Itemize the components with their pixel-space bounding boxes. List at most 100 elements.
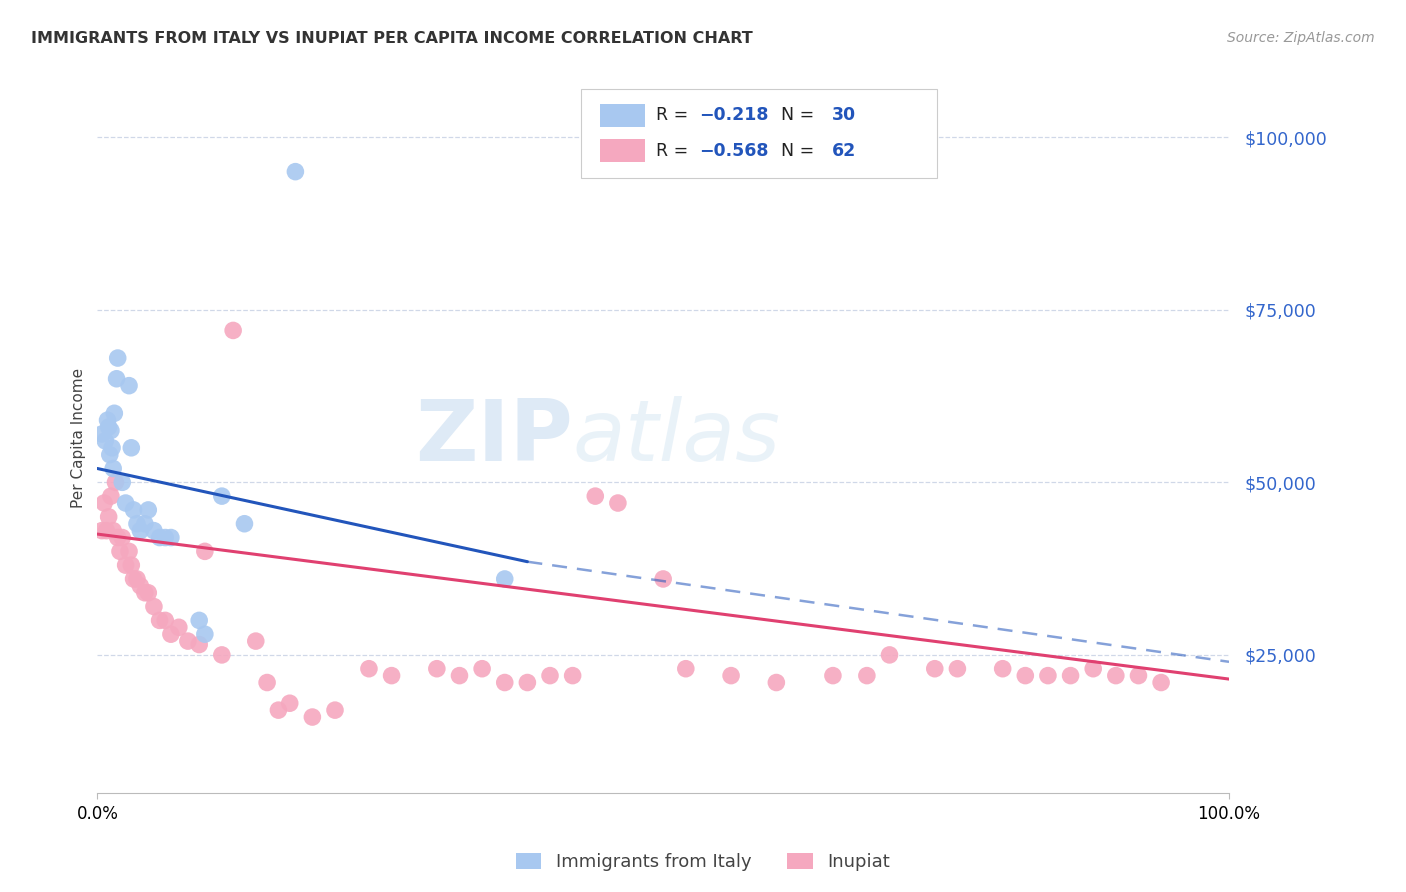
Point [107, 531, 129, 545]
Point [211, 648, 233, 662]
Text: atlas: atlas [572, 396, 780, 479]
Text: −0.218: −0.218 [699, 106, 769, 124]
Point [652, 572, 675, 586]
Point [104, 475, 127, 490]
Text: R =: R = [657, 142, 695, 160]
Point [606, 496, 628, 510]
Y-axis label: Per Capita Income: Per Capita Income [72, 368, 86, 508]
Point [107, 351, 129, 365]
Point [924, 662, 946, 676]
Point [471, 662, 494, 676]
Point [1105, 668, 1128, 682]
Point [449, 668, 471, 682]
Point [284, 164, 307, 178]
Point [149, 531, 172, 545]
Point [494, 572, 516, 586]
Point [111, 475, 134, 490]
Point [114, 496, 136, 510]
Point [516, 675, 538, 690]
Point [93, 496, 115, 510]
Point [301, 710, 323, 724]
Point [188, 638, 211, 652]
Point [1059, 668, 1081, 682]
Point [946, 662, 969, 676]
Point [155, 614, 177, 628]
Point [879, 648, 901, 662]
Point [122, 503, 145, 517]
Point [96, 524, 118, 538]
Point [381, 668, 404, 682]
Point [90, 427, 112, 442]
Point [1083, 662, 1105, 676]
Point [118, 544, 141, 558]
Point [105, 372, 128, 386]
Point [136, 503, 159, 517]
Point [821, 668, 844, 682]
Point [142, 524, 165, 538]
Legend: Immigrants from Italy, Inupiat: Immigrants from Italy, Inupiat [509, 846, 897, 879]
Point [720, 668, 742, 682]
FancyBboxPatch shape [600, 104, 645, 127]
Point [100, 489, 122, 503]
Point [233, 516, 256, 531]
Point [155, 531, 177, 545]
FancyBboxPatch shape [600, 139, 645, 162]
Point [323, 703, 346, 717]
Point [561, 668, 583, 682]
Text: N =: N = [769, 106, 820, 124]
Point [134, 586, 156, 600]
Point [194, 544, 217, 558]
Point [278, 696, 301, 710]
Point [211, 489, 233, 503]
Point [149, 614, 172, 628]
Point [222, 323, 245, 337]
Point [160, 531, 183, 545]
Point [1150, 675, 1173, 690]
Point [1036, 668, 1059, 682]
Point [194, 627, 217, 641]
Point [97, 420, 120, 434]
Point [494, 675, 516, 690]
Point [1014, 668, 1036, 682]
Point [122, 572, 145, 586]
Text: IMMIGRANTS FROM ITALY VS INUPIAT PER CAPITA INCOME CORRELATION CHART: IMMIGRANTS FROM ITALY VS INUPIAT PER CAP… [31, 31, 752, 46]
Point [120, 441, 142, 455]
Point [256, 675, 278, 690]
Point [90, 524, 112, 538]
Point [120, 558, 142, 573]
Point [100, 424, 122, 438]
Point [583, 489, 606, 503]
Point [538, 668, 561, 682]
Text: −0.568: −0.568 [699, 142, 769, 160]
Point [108, 544, 131, 558]
Point [1128, 668, 1150, 682]
Point [125, 516, 148, 531]
Point [97, 509, 120, 524]
Text: 30: 30 [832, 106, 856, 124]
Point [125, 572, 148, 586]
Point [856, 668, 879, 682]
Text: 62: 62 [832, 142, 856, 160]
Point [96, 413, 118, 427]
Point [129, 579, 152, 593]
Point [160, 627, 183, 641]
Point [765, 675, 787, 690]
Point [94, 434, 117, 448]
Text: ZIP: ZIP [415, 396, 572, 479]
Text: R =: R = [657, 106, 695, 124]
Point [114, 558, 136, 573]
Point [426, 662, 449, 676]
Text: N =: N = [769, 142, 820, 160]
Point [101, 441, 124, 455]
FancyBboxPatch shape [581, 89, 936, 178]
Point [177, 634, 200, 648]
Point [103, 524, 125, 538]
Point [103, 406, 125, 420]
Text: Source: ZipAtlas.com: Source: ZipAtlas.com [1227, 31, 1375, 45]
Point [111, 531, 134, 545]
Point [98, 448, 121, 462]
Point [167, 620, 190, 634]
Point [991, 662, 1014, 676]
Point [136, 586, 159, 600]
Point [267, 703, 290, 717]
